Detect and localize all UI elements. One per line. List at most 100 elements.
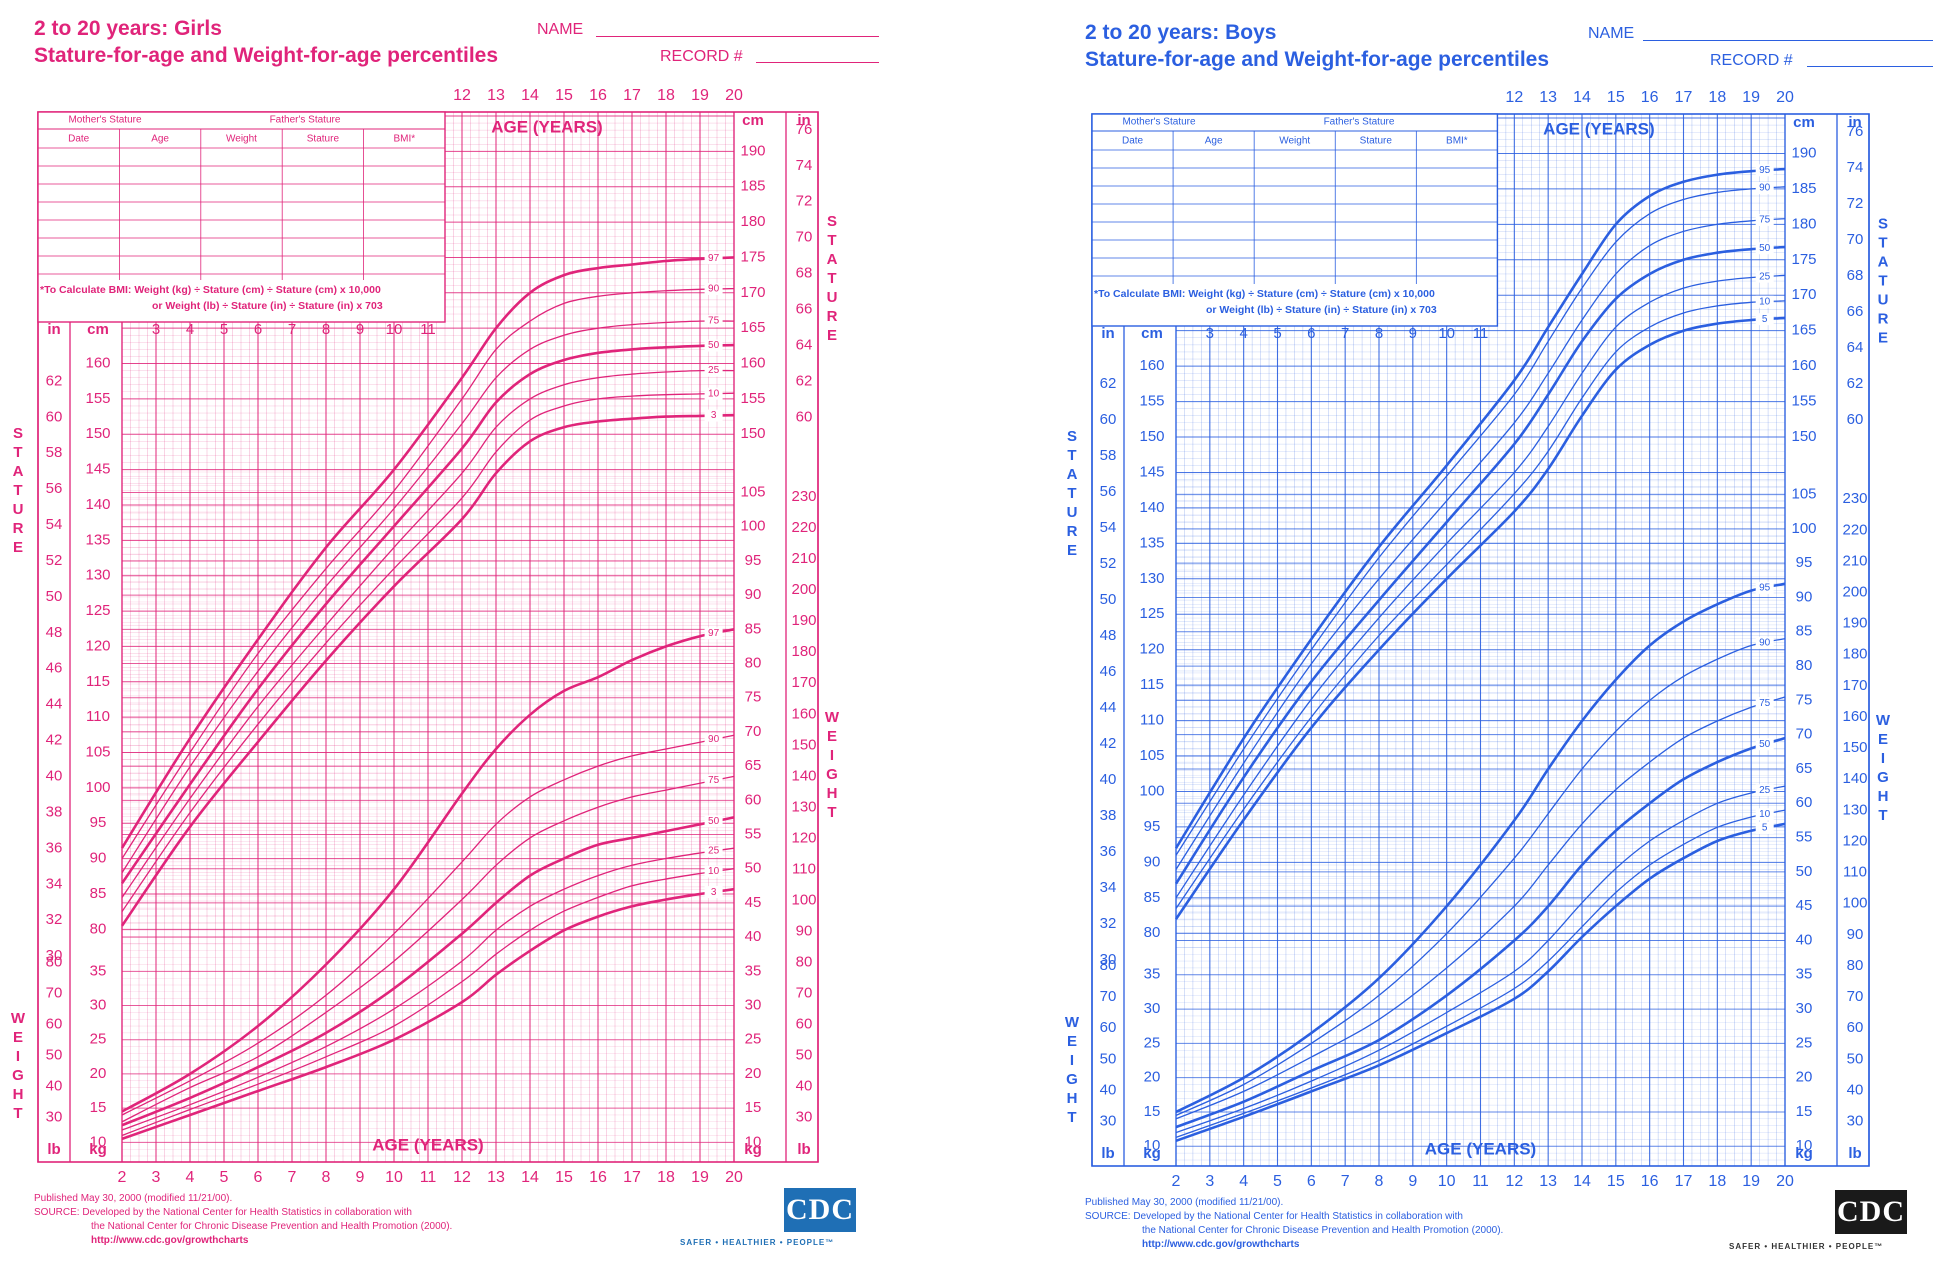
age-tick-bottom: 7 (1341, 1173, 1350, 1190)
mother-stature-label: Mother's Stature (1122, 117, 1195, 128)
weight-curve-label-p90: 90 (708, 734, 720, 745)
footer-url[interactable]: http://www.cdc.gov/growthcharts (91, 1235, 249, 1246)
chart-subtitle: Stature-for-age and Weight-for-age perce… (34, 44, 499, 67)
age-tick-bottom: 2 (1172, 1173, 1181, 1190)
weight-curve-label-p75: 75 (708, 775, 720, 786)
age-tick-bottom: 6 (1307, 1173, 1316, 1190)
age-tick-mid: 4 (1239, 325, 1247, 342)
footer-source: SOURCE: Developed by the National Center… (34, 1207, 412, 1218)
stature-in-tick: 40 (46, 768, 63, 785)
bmi-note: *To Calculate BMI: Weight (kg) ÷ Stature… (40, 284, 381, 296)
left-weight-label-letter: H (1067, 1090, 1078, 1107)
age-tick-top: 13 (487, 87, 505, 104)
stature-curve-label-p95: 95 (1759, 165, 1771, 176)
weight-curve-label-p5: 5 (1762, 823, 1768, 834)
stature-cm-tick: 105 (85, 743, 110, 760)
weight-curve-label-bg-p10 (1755, 808, 1774, 821)
left-weight-label-letter: E (1067, 1033, 1077, 1050)
age-tick-mid: 3 (152, 321, 160, 338)
weight-right-kg-tick: 80 (745, 654, 762, 671)
weight-right-lb-tick: 120 (791, 829, 816, 846)
bmi-note: *To Calculate BMI: Weight (kg) ÷ Stature… (1094, 288, 1435, 300)
cdc-tagline: SAFER • HEALTHIER • PEOPLE™ (680, 1238, 835, 1247)
stature-cm-tick: 110 (1140, 712, 1164, 729)
weight-curve-label-bg-p97 (704, 627, 723, 640)
stature-right-in-tick: 68 (796, 265, 813, 282)
stature-in-tick: 44 (46, 696, 63, 713)
stature-cm-tick: 130 (85, 567, 110, 584)
father-stature-label: Father's Stature (1324, 117, 1395, 128)
age-tick-top: 17 (623, 87, 641, 104)
weight-right-lb-tick: 90 (796, 922, 813, 939)
weight-right-lb-tick: 220 (1842, 521, 1867, 538)
weight-right-kg-tick: 35 (1796, 966, 1813, 983)
stature-in-tick: 44 (1100, 699, 1117, 716)
age-tick-top: 15 (555, 87, 573, 104)
age-tick-mid: 3 (1206, 325, 1214, 342)
stature-curve-label-bg-p50 (704, 339, 723, 352)
weight-kg-tick: 25 (90, 1031, 107, 1048)
cdc-tagline: SAFER • HEALTHIER • PEOPLE™ (1729, 1242, 1884, 1251)
name-field[interactable] (1643, 40, 1933, 41)
age-tick-bottom: 15 (555, 1169, 573, 1186)
stature-cm-tick: 85 (90, 885, 107, 902)
stature-curve-label-bg-p5 (1755, 313, 1774, 326)
age-tick-bottom: 18 (657, 1169, 675, 1186)
weight-right-kg-tick: 45 (1796, 897, 1813, 914)
left-stature-label-letter: R (1067, 523, 1078, 540)
weight-lb-tick: 70 (46, 985, 63, 1002)
boys-chart-panel: 2 to 20 years: Boys Stature-for-age and … (1055, 0, 1942, 1266)
weight-right-kg-tick: 30 (1796, 1000, 1813, 1017)
weight-right-lb-tick: 160 (791, 705, 816, 722)
age-tick-top: 20 (1776, 89, 1794, 106)
table-header-weight: Weight (1279, 136, 1310, 147)
age-tick-bottom: 20 (725, 1169, 743, 1186)
weight-lb-tick: 80 (1100, 957, 1117, 974)
stature-in-tick: 42 (1100, 735, 1117, 752)
right-weight-label-letter: I (1881, 750, 1885, 767)
footer-url[interactable]: http://www.cdc.gov/growthcharts (1142, 1239, 1300, 1250)
stature-in-tick: 56 (1100, 483, 1117, 500)
age-tick-mid: 7 (288, 321, 296, 338)
weight-right-lb-tick: 230 (1842, 490, 1867, 507)
weight-right-lb-tick: 40 (796, 1078, 813, 1095)
stature-cm-tick: 160 (85, 355, 110, 372)
left-stature-label-letter: U (13, 501, 24, 518)
weight-right-lb-tick: 100 (1842, 895, 1867, 912)
weight-kg-tick: 20 (90, 1065, 107, 1082)
weight-right-lb-tick: 50 (1847, 1050, 1864, 1067)
stature-in-tick: 36 (46, 839, 63, 856)
weight-right-lb-tick: 210 (1842, 552, 1867, 569)
stature-cm-tick: 100 (85, 779, 110, 796)
age-axis-label-bottom: AGE (YEARS) (1425, 1139, 1536, 1158)
age-tick-bottom: 9 (356, 1169, 365, 1186)
weight-right-lb-tick: 230 (791, 488, 816, 505)
cdc-logo: CDC (784, 1188, 856, 1232)
weight-right-lb-tick: 210 (791, 550, 816, 567)
stature-right-cm-tick: 170 (740, 284, 765, 301)
age-axis-label-bottom: AGE (YEARS) (372, 1135, 483, 1154)
stature-curve-label-bg-p3 (704, 409, 723, 422)
weight-right-kg-tick: 95 (1796, 554, 1813, 571)
right-stature-label-letter: S (1878, 215, 1888, 232)
right-weight-label-letter: H (827, 785, 838, 802)
record-field[interactable] (1807, 66, 1933, 67)
left-weight-label-letter: W (1065, 1014, 1080, 1031)
left-stature-label-letter: S (1067, 428, 1077, 445)
stature-curve-label-p75: 75 (708, 316, 720, 327)
stature-curve-label-p90: 90 (708, 284, 720, 295)
stature-right-unit-cm: cm (1793, 114, 1815, 131)
stature-curve-p10 (1175, 300, 1786, 909)
cdc-logo: CDC (1835, 1190, 1907, 1234)
girls-chart-panel: 2 to 20 years: Girls Stature-for-age and… (0, 0, 960, 1266)
weight-right-lb-tick: 130 (1842, 801, 1867, 818)
table-header-bmi: BMI* (393, 134, 415, 145)
record-field[interactable] (756, 62, 879, 63)
weight-right-lb-tick: 160 (1842, 708, 1867, 725)
weight-right-kg-tick: 20 (745, 1065, 762, 1082)
weight-curve-label-p75: 75 (1759, 698, 1771, 709)
weight-curve-p75 (1175, 696, 1786, 1120)
weight-right-lb-tick: 170 (791, 674, 816, 691)
weight-curve-p10 (1175, 809, 1786, 1139)
name-field[interactable] (596, 36, 879, 37)
